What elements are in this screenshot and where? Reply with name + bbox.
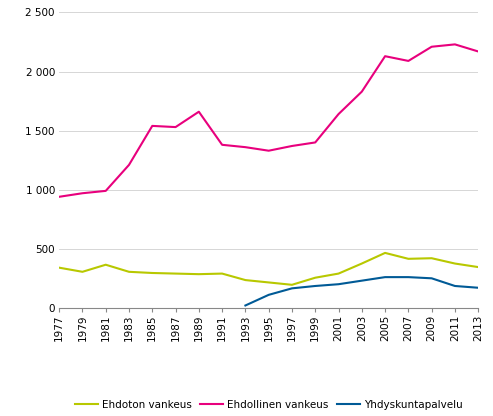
Ehdoton vankeus (266, 280, 272, 285)
Ehdollinen vankeus (173, 124, 178, 129)
Ehdoton vankeus (359, 261, 365, 266)
Yhdyskuntapalvelu (289, 286, 295, 291)
Ehdoton vankeus (126, 269, 132, 274)
Ehdollinen vankeus (336, 111, 342, 116)
Line: Yhdyskuntapalvelu: Yhdyskuntapalvelu (246, 277, 478, 305)
Ehdoton vankeus (56, 265, 62, 270)
Ehdoton vankeus (173, 271, 178, 276)
Ehdollinen vankeus (219, 142, 225, 147)
Ehdollinen vankeus (475, 49, 481, 54)
Ehdoton vankeus (103, 262, 108, 267)
Yhdyskuntapalvelu (429, 276, 435, 281)
Ehdollinen vankeus (405, 58, 411, 63)
Yhdyskuntapalvelu (452, 283, 458, 288)
Ehdoton vankeus (382, 250, 388, 255)
Ehdoton vankeus (219, 271, 225, 276)
Ehdoton vankeus (405, 256, 411, 261)
Ehdollinen vankeus (382, 54, 388, 59)
Ehdoton vankeus (452, 261, 458, 266)
Ehdollinen vankeus (289, 144, 295, 149)
Yhdyskuntapalvelu (382, 275, 388, 280)
Line: Ehdoton vankeus: Ehdoton vankeus (59, 253, 478, 285)
Ehdollinen vankeus (79, 191, 85, 196)
Ehdollinen vankeus (56, 194, 62, 199)
Yhdyskuntapalvelu (243, 303, 248, 308)
Yhdyskuntapalvelu (405, 275, 411, 280)
Ehdoton vankeus (149, 270, 155, 275)
Ehdoton vankeus (475, 265, 481, 270)
Yhdyskuntapalvelu (336, 282, 342, 287)
Yhdyskuntapalvelu (475, 285, 481, 290)
Ehdoton vankeus (243, 277, 248, 282)
Ehdollinen vankeus (452, 42, 458, 47)
Ehdoton vankeus (312, 275, 318, 280)
Legend: Ehdoton vankeus, Ehdollinen vankeus, Yhdyskuntapalvelu: Ehdoton vankeus, Ehdollinen vankeus, Yhd… (70, 396, 467, 414)
Ehdollinen vankeus (429, 44, 435, 49)
Ehdollinen vankeus (103, 188, 108, 193)
Yhdyskuntapalvelu (359, 278, 365, 283)
Yhdyskuntapalvelu (312, 283, 318, 288)
Line: Ehdollinen vankeus: Ehdollinen vankeus (59, 45, 478, 197)
Ehdoton vankeus (429, 256, 435, 261)
Ehdoton vankeus (79, 269, 85, 274)
Ehdollinen vankeus (196, 109, 202, 114)
Ehdoton vankeus (336, 271, 342, 276)
Ehdollinen vankeus (149, 124, 155, 129)
Ehdoton vankeus (289, 282, 295, 287)
Ehdollinen vankeus (312, 140, 318, 145)
Ehdoton vankeus (196, 272, 202, 277)
Yhdyskuntapalvelu (266, 292, 272, 297)
Ehdollinen vankeus (243, 145, 248, 150)
Ehdollinen vankeus (126, 162, 132, 167)
Ehdollinen vankeus (359, 89, 365, 94)
Ehdollinen vankeus (266, 148, 272, 153)
